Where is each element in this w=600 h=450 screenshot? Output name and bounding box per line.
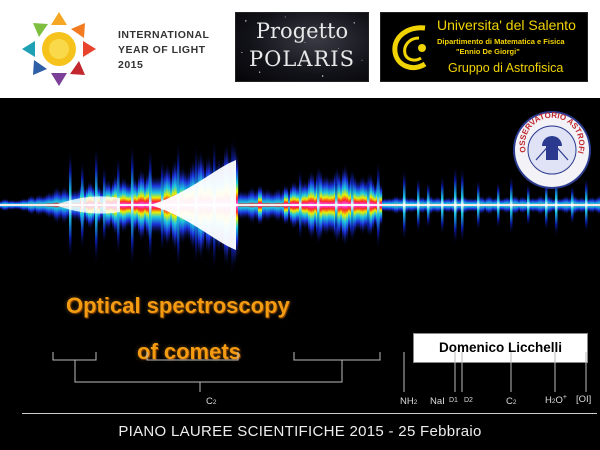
sun-logo-icon xyxy=(22,12,96,86)
label-oi: [OI] xyxy=(576,394,592,405)
label-c2-left: C2 xyxy=(206,396,217,407)
university-logo: Universita' del Salento Dipartimento di … xyxy=(380,12,588,82)
iyl-text-block: INTERNATIONAL YEAR OF LIGHT 2015 xyxy=(118,28,209,73)
swirl-logo-icon xyxy=(392,25,427,70)
footer-event-text: PIANO LAUREE SCIENTIFICHE 2015 - 25 Febb… xyxy=(118,423,482,440)
presentation-title-line-1: Optical spectroscopy xyxy=(66,293,290,318)
group-name: Gruppo di Astrofisica xyxy=(448,61,564,75)
label-c2-right: C2 xyxy=(506,396,517,407)
polaris-line-2: POLARIS xyxy=(249,47,355,71)
polaris-logo: Progetto POLARIS xyxy=(235,12,369,82)
iyl-line-2: YEAR OF LIGHT xyxy=(118,44,206,56)
iyl-line-3: 2015 xyxy=(118,59,144,71)
label-h2o-plus: H2O+ xyxy=(545,394,567,406)
author-name: Domenico Licchelli xyxy=(413,333,588,363)
starfield-icon xyxy=(241,16,363,77)
department-name: Dipartimento di Matematica e Fisica xyxy=(437,37,565,46)
observatory-seal-icon: OSSERVATORIO ASTROFISICO R.P.FEYNMAN xyxy=(512,110,591,189)
header-banner: INTERNATIONAL YEAR OF LIGHT 2015 Progett… xyxy=(0,0,600,98)
university-title: Universita' del Salento xyxy=(437,17,576,33)
polaris-line-1: Progetto xyxy=(255,19,349,43)
label-nai: NaI xyxy=(430,396,445,407)
label-nh2: NH2 xyxy=(400,396,418,407)
label-d2: D2 xyxy=(464,397,473,404)
footer-divider xyxy=(22,413,597,414)
label-d1: D1 xyxy=(449,397,458,404)
iyl-line-1: INTERNATIONAL xyxy=(118,29,210,41)
department-subtitle: "Ennio De Giorgi" xyxy=(456,47,520,56)
spectral-line-brackets xyxy=(52,352,587,392)
